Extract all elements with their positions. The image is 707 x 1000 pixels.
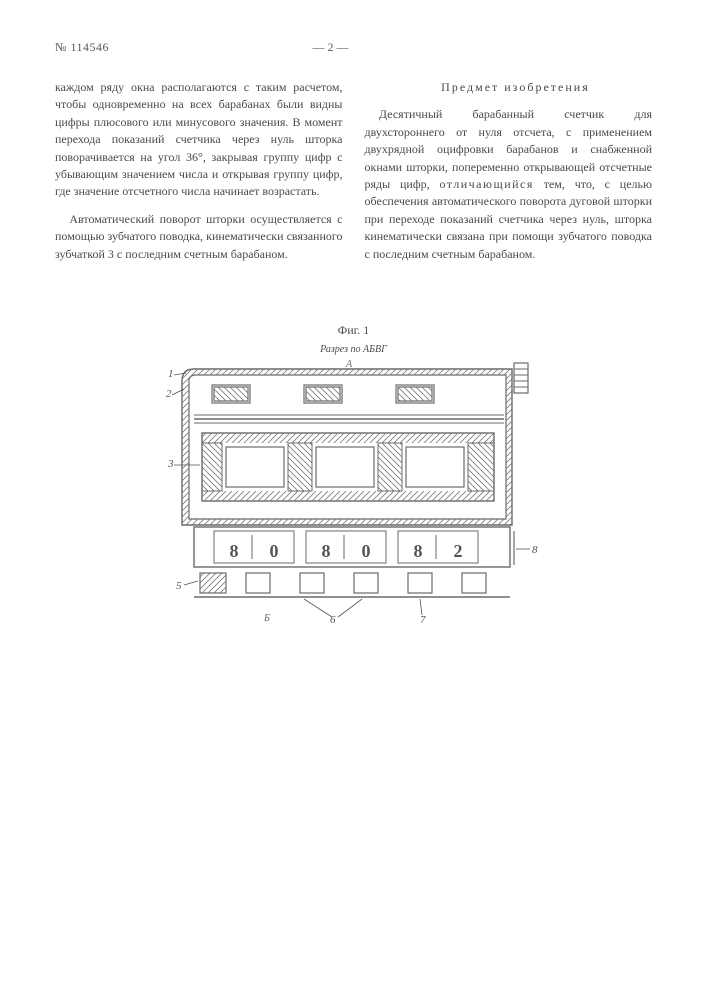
digit-2b: 0 [361, 541, 370, 561]
digit-3a: 8 [413, 541, 422, 561]
callout-3: 3 [167, 458, 174, 470]
callout-5: 5 [176, 580, 182, 592]
figure-sublabel: Разрез по АБВГ [55, 344, 652, 355]
right-column: Предмет изобретения Десятичный барабанны… [365, 79, 653, 273]
callout-7: 7 [420, 614, 426, 626]
callout-1: 1 [168, 368, 174, 380]
left-p1: каждом ряду окна располагаются с таким р… [55, 79, 343, 201]
left-p2: Автоматический поворот шторки осуществля… [55, 211, 343, 263]
figure-area: Фиг. 1 Разрез по АБВГ [55, 323, 652, 639]
callout-8: 8 [532, 544, 538, 556]
left-column: каждом ряду окна располагаются с таким р… [55, 79, 343, 273]
claims-heading: Предмет изобретения [365, 79, 653, 96]
text-columns: каждом ряду окна располагаются с таким р… [55, 79, 652, 273]
digit-3b: 2 [453, 541, 462, 561]
callout-2: 2 [166, 388, 172, 400]
svg-text:А: А [344, 359, 352, 370]
svg-text:Б: Б [263, 613, 270, 624]
right-p1: Десятичный барабанный счетчик для двухст… [365, 106, 653, 263]
callout-6: 6 [330, 614, 336, 626]
page-number: — 2 — [69, 40, 592, 55]
digit-1a: 8 [229, 541, 238, 561]
digit-1b: 0 [269, 541, 278, 561]
figure-label: Фиг. 1 [55, 323, 652, 338]
technical-drawing: А [154, 359, 554, 639]
digit-2a: 8 [321, 541, 330, 561]
